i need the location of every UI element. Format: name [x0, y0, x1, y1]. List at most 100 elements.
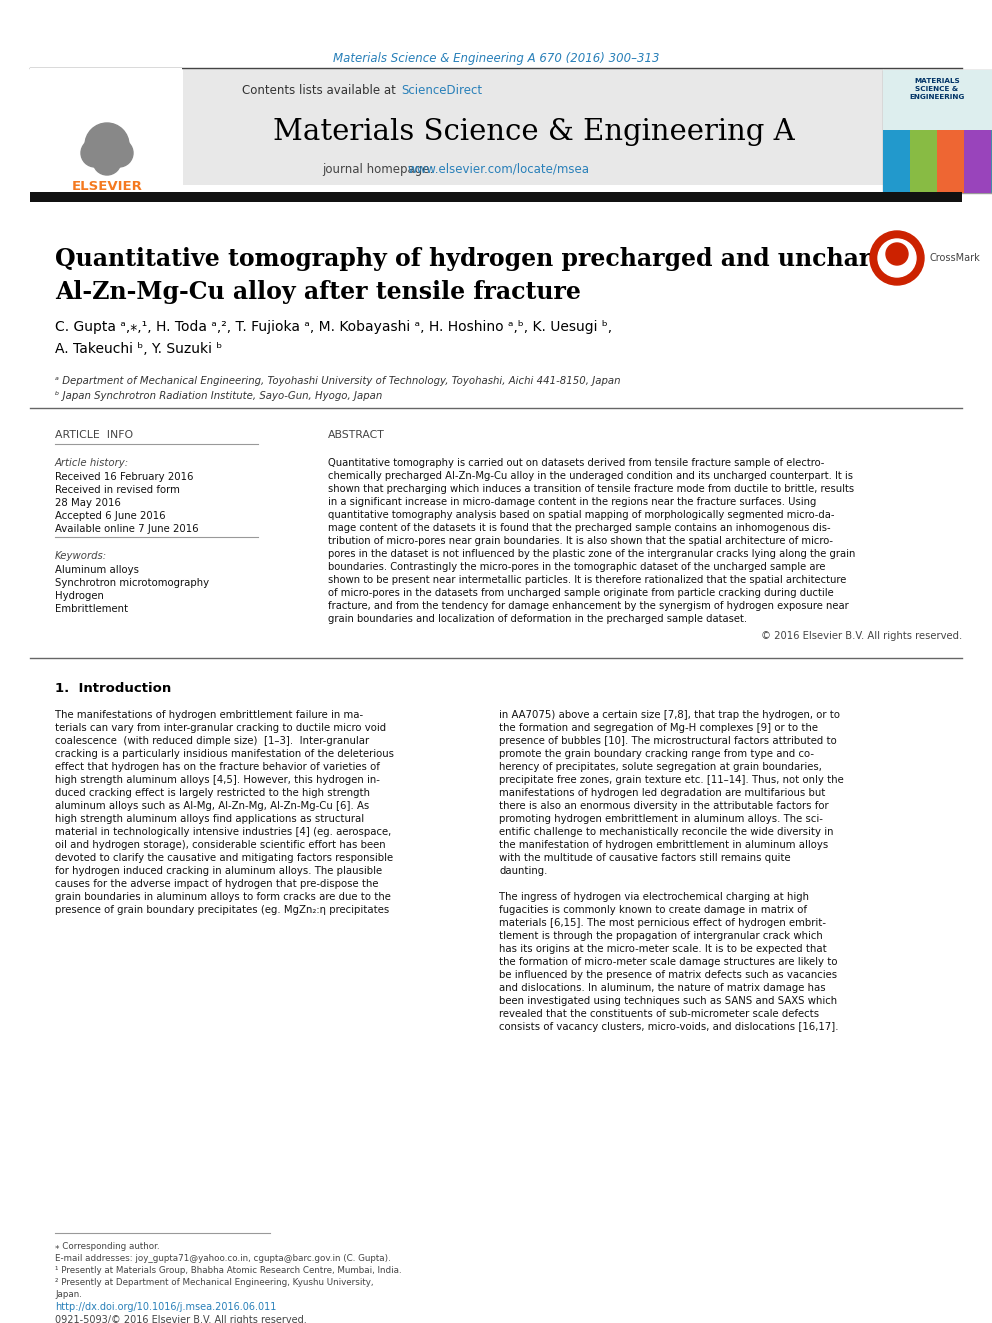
Bar [30, 67, 182, 194]
Text: ⁎ Corresponding author.: ⁎ Corresponding author. [55, 1242, 160, 1252]
Text: boundaries. Contrastingly the micro-pores in the tomographic dataset of the unch: boundaries. Contrastingly the micro-pore… [328, 562, 825, 572]
Text: chemically precharged Al-Zn-Mg-Cu alloy in the underaged condition and its uncha: chemically precharged Al-Zn-Mg-Cu alloy … [328, 471, 853, 482]
Text: been investigated using techniques such as SANS and SAXS which: been investigated using techniques such … [499, 996, 837, 1005]
Text: C. Gupta ᵃ,⁎,¹, H. Toda ᵃ,², T. Fujioka ᵃ, M. Kobayashi ᵃ, H. Hoshino ᵃ,ᵇ, K. Ue: C. Gupta ᵃ,⁎,¹, H. Toda ᵃ,², T. Fujioka … [55, 320, 612, 333]
Text: effect that hydrogen has on the fracture behavior of varieties of: effect that hydrogen has on the fracture… [55, 762, 380, 773]
Text: causes for the adverse impact of hydrogen that pre-dispose the: causes for the adverse impact of hydroge… [55, 878, 379, 889]
Text: aluminum alloys such as Al-Mg, Al-Zn-Mg, Al-Zn-Mg-Cu [6]. As: aluminum alloys such as Al-Mg, Al-Zn-Mg,… [55, 800, 369, 811]
Circle shape [870, 232, 924, 284]
Text: ² Presently at Department of Mechanical Engineering, Kyushu University,: ² Presently at Department of Mechanical … [55, 1278, 374, 1287]
Text: of micro-pores in the datasets from uncharged sample originate from particle cra: of micro-pores in the datasets from unch… [328, 587, 833, 598]
Text: © 2016 Elsevier B.V. All rights reserved.: © 2016 Elsevier B.V. All rights reserved… [761, 631, 962, 642]
Text: The ingress of hydrogen via electrochemical charging at high: The ingress of hydrogen via electrochemi… [499, 892, 809, 902]
Text: tlement is through the propagation of intergranular crack which: tlement is through the propagation of in… [499, 931, 822, 941]
Text: journal homepage:: journal homepage: [322, 163, 437, 176]
Text: with the multitude of causative factors still remains quite: with the multitude of causative factors … [499, 853, 791, 863]
Text: E-mail addresses: joy_gupta71@yahoo.co.in, cgupta@barc.gov.in (C. Gupta).: E-mail addresses: joy_gupta71@yahoo.co.i… [55, 1254, 391, 1263]
Text: promoting hydrogen embrittlement in aluminum alloys. The sci-: promoting hydrogen embrittlement in alum… [499, 814, 823, 824]
Text: Accepted 6 June 2016: Accepted 6 June 2016 [55, 511, 166, 521]
Text: Hydrogen: Hydrogen [55, 591, 104, 601]
Bar [183, 67, 883, 185]
Text: Available online 7 June 2016: Available online 7 June 2016 [55, 524, 198, 534]
Text: the manifestation of hydrogen embrittlement in aluminum alloys: the manifestation of hydrogen embrittlem… [499, 840, 828, 849]
Text: material in technologically intensive industries [4] (eg. aerospace,: material in technologically intensive in… [55, 827, 391, 837]
Text: cracking is a particularly insidious manifestation of the deleterious: cracking is a particularly insidious man… [55, 749, 394, 759]
Text: daunting.: daunting. [499, 867, 548, 876]
Text: manifestations of hydrogen led degradation are multifarious but: manifestations of hydrogen led degradati… [499, 789, 825, 798]
Text: in a significant increase in micro-damage content in the regions near the fractu: in a significant increase in micro-damag… [328, 497, 816, 507]
Text: shown that precharging which induces a transition of tensile fracture mode from : shown that precharging which induces a t… [328, 484, 854, 493]
Text: Aluminum alloys: Aluminum alloys [55, 565, 139, 576]
Text: grain boundaries and localization of deformation in the precharged sample datase: grain boundaries and localization of def… [328, 614, 747, 624]
Text: materials [6,15]. The most pernicious effect of hydrogen embrit-: materials [6,15]. The most pernicious ef… [499, 918, 826, 927]
Text: oil and hydrogen storage), considerable scientific effort has been: oil and hydrogen storage), considerable … [55, 840, 386, 849]
Text: presence of grain boundary precipitates (eg. MgZn₂:η precipitates: presence of grain boundary precipitates … [55, 905, 389, 916]
Text: revealed that the constituents of sub-micrometer scale defects: revealed that the constituents of sub-mi… [499, 1009, 819, 1019]
Text: fugacities is commonly known to create damage in matrix of: fugacities is commonly known to create d… [499, 905, 807, 916]
Text: and dislocations. In aluminum, the nature of matrix damage has: and dislocations. In aluminum, the natur… [499, 983, 825, 994]
Text: tribution of micro-pores near grain boundaries. It is also shown that the spatia: tribution of micro-pores near grain boun… [328, 536, 833, 546]
Text: quantitative tomography analysis based on spatial mapping of morphologically seg: quantitative tomography analysis based o… [328, 509, 834, 520]
Text: Al-Zn-Mg-Cu alloy after tensile fracture: Al-Zn-Mg-Cu alloy after tensile fracture [55, 280, 581, 304]
Text: CrossMark: CrossMark [929, 253, 980, 263]
Circle shape [105, 139, 133, 167]
Text: for hydrogen induced cracking in aluminum alloys. The plausible: for hydrogen induced cracking in aluminu… [55, 867, 382, 876]
Bar [964, 130, 991, 193]
Text: Japan.: Japan. [55, 1290, 82, 1299]
Text: shown to be present near intermetallic particles. It is therefore rationalized t: shown to be present near intermetallic p… [328, 576, 846, 585]
Text: ᵇ Japan Synchrotron Radiation Institute, Sayo-Gun, Hyogo, Japan: ᵇ Japan Synchrotron Radiation Institute,… [55, 392, 382, 401]
Bar [883, 70, 992, 130]
Text: www.elsevier.com/locate/msea: www.elsevier.com/locate/msea [407, 163, 589, 176]
Text: 0921-5093/© 2016 Elsevier B.V. All rights reserved.: 0921-5093/© 2016 Elsevier B.V. All right… [55, 1315, 307, 1323]
Text: coalescence  (with reduced dimple size)  [1–3].  Inter-granular: coalescence (with reduced dimple size) [… [55, 736, 369, 746]
Text: Quantitative tomography of hydrogen precharged and uncharged: Quantitative tomography of hydrogen prec… [55, 247, 920, 271]
Text: ARTICLE  INFO: ARTICLE INFO [55, 430, 133, 441]
Bar [910, 130, 937, 193]
Text: fracture, and from the tendency for damage enhancement by the synergism of hydro: fracture, and from the tendency for dama… [328, 601, 849, 611]
Bar [883, 130, 910, 193]
Bar [937, 130, 964, 193]
Text: http://dx.doi.org/10.1016/j.msea.2016.06.011: http://dx.doi.org/10.1016/j.msea.2016.06… [55, 1302, 277, 1312]
Text: high strength aluminum alloys [4,5]. However, this hydrogen in-: high strength aluminum alloys [4,5]. How… [55, 775, 380, 785]
Text: Received 16 February 2016: Received 16 February 2016 [55, 472, 193, 482]
Text: devoted to clarify the causative and mitigating factors responsible: devoted to clarify the causative and mit… [55, 853, 393, 863]
Text: there is also an enormous diversity in the attributable factors for: there is also an enormous diversity in t… [499, 800, 828, 811]
Text: terials can vary from inter-granular cracking to ductile micro void: terials can vary from inter-granular cra… [55, 722, 386, 733]
Text: Materials Science & Engineering A 670 (2016) 300–313: Materials Science & Engineering A 670 (2… [332, 52, 660, 65]
Text: pores in the dataset is not influenced by the plastic zone of the intergranular : pores in the dataset is not influenced b… [328, 549, 855, 560]
Text: The manifestations of hydrogen embrittlement failure in ma-: The manifestations of hydrogen embrittle… [55, 710, 363, 720]
Bar [883, 70, 992, 193]
Circle shape [93, 147, 121, 175]
Text: consists of vacancy clusters, micro-voids, and dislocations [16,17].: consists of vacancy clusters, micro-void… [499, 1021, 838, 1032]
Text: Received in revised form: Received in revised form [55, 486, 180, 495]
Text: the formation of micro-meter scale damage structures are likely to: the formation of micro-meter scale damag… [499, 957, 837, 967]
Text: Synchrotron microtomography: Synchrotron microtomography [55, 578, 209, 587]
Text: Materials Science & Engineering A: Materials Science & Engineering A [273, 118, 795, 146]
Text: entific challenge to mechanistically reconcile the wide diversity in: entific challenge to mechanistically rec… [499, 827, 833, 837]
Text: ᵃ Department of Mechanical Engineering, Toyohashi University of Technology, Toyo: ᵃ Department of Mechanical Engineering, … [55, 376, 621, 386]
Text: herency of precipitates, solute segregation at grain boundaries,: herency of precipitates, solute segregat… [499, 762, 822, 773]
Circle shape [81, 139, 109, 167]
Text: be influenced by the presence of matrix defects such as vacancies: be influenced by the presence of matrix … [499, 970, 837, 980]
Text: MATERIALS
SCIENCE &
ENGINEERING: MATERIALS SCIENCE & ENGINEERING [910, 78, 964, 101]
Text: ELSEVIER: ELSEVIER [71, 180, 143, 193]
Text: has its origins at the micro-meter scale. It is to be expected that: has its origins at the micro-meter scale… [499, 945, 826, 954]
Text: in AA7075) above a certain size [7,8], that trap the hydrogen, or to: in AA7075) above a certain size [7,8], t… [499, 710, 840, 720]
Text: Embrittlement: Embrittlement [55, 605, 128, 614]
Text: high strength aluminum alloys find applications as structural: high strength aluminum alloys find appli… [55, 814, 364, 824]
Text: 28 May 2016: 28 May 2016 [55, 497, 121, 508]
Text: Keywords:: Keywords: [55, 550, 107, 561]
Text: grain boundaries in aluminum alloys to form cracks are due to the: grain boundaries in aluminum alloys to f… [55, 892, 391, 902]
Text: mage content of the datasets it is found that the precharged sample contains an : mage content of the datasets it is found… [328, 523, 830, 533]
Text: Contents lists available at: Contents lists available at [242, 83, 400, 97]
Text: ScienceDirect: ScienceDirect [401, 83, 482, 97]
Text: 1.  Introduction: 1. Introduction [55, 681, 172, 695]
Text: Article history:: Article history: [55, 458, 129, 468]
Text: ¹ Presently at Materials Group, Bhabha Atomic Research Centre, Mumbai, India.: ¹ Presently at Materials Group, Bhabha A… [55, 1266, 402, 1275]
Text: presence of bubbles [10]. The microstructural factors attributed to: presence of bubbles [10]. The microstruc… [499, 736, 836, 746]
Text: ABSTRACT: ABSTRACT [328, 430, 385, 441]
Circle shape [886, 243, 908, 265]
Text: the formation and segregation of Mg-H complexes [9] or to the: the formation and segregation of Mg-H co… [499, 722, 818, 733]
Circle shape [878, 239, 916, 277]
Text: precipitate free zones, grain texture etc. [11–14]. Thus, not only the: precipitate free zones, grain texture et… [499, 775, 844, 785]
